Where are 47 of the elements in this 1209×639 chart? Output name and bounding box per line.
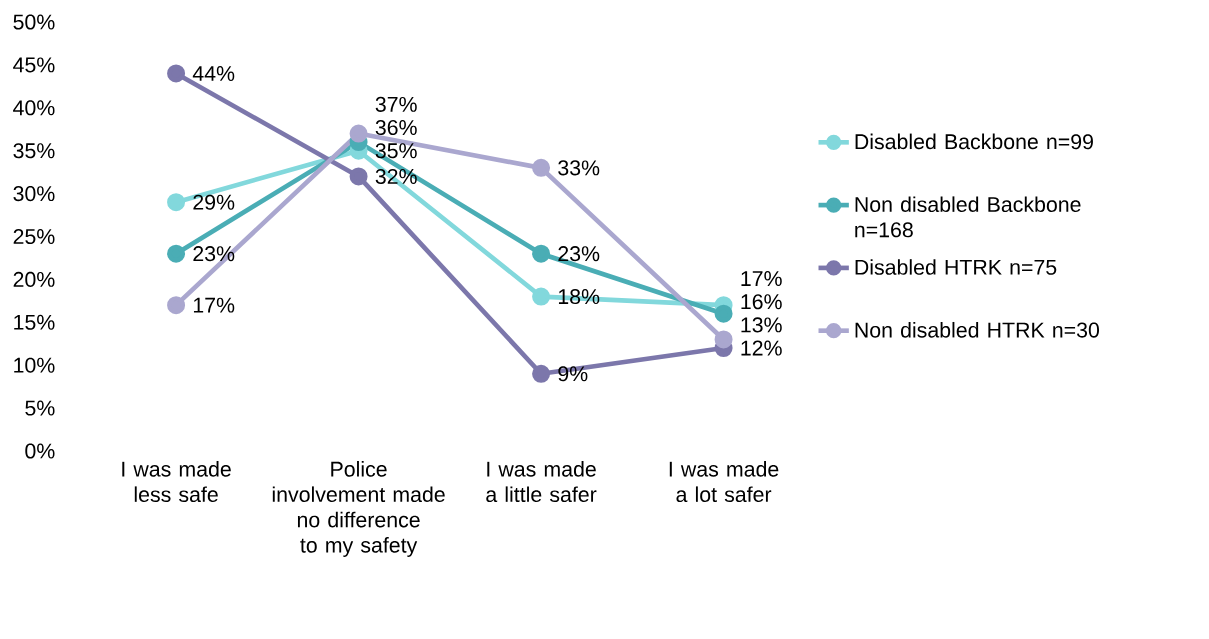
legend-label: Disabled Backbone n=99 [855, 133, 1093, 150]
y-tick-label: 15% [14, 314, 55, 330]
legend-label: Non disabled HTRK n=30 [855, 321, 1100, 338]
data-label: 16% [741, 294, 782, 310]
data-label: 18% [558, 289, 600, 305]
y-tick-label: 35% [13, 143, 55, 159]
data-label: 44% [192, 66, 235, 81]
point [167, 244, 186, 263]
point [532, 287, 551, 306]
data-label: 17% [193, 297, 235, 313]
data-label: 23% [558, 246, 600, 262]
data-label: 9% [558, 366, 588, 382]
point [167, 296, 186, 315]
y-tick-label: 0% [25, 443, 55, 459]
y-tick-label: 45% [13, 57, 55, 73]
x-tick-label: I was made a little safer [486, 461, 597, 503]
legend-label: Non disabled Backbone n=168 [855, 196, 1081, 238]
data-label: 32% [375, 168, 417, 184]
y-tick-label: 40% [13, 100, 55, 116]
point [532, 364, 551, 383]
point [714, 304, 733, 323]
x-tick-label: I was made less safe [122, 461, 231, 503]
x-tick-label: I was made a lot safer [669, 461, 779, 503]
data-label: 33% [558, 160, 600, 176]
data-label: 12% [741, 340, 782, 356]
legend-label: Disabled HTRK n=75 [855, 259, 1057, 275]
data-label: 37% [375, 96, 417, 112]
data-label: 17% [741, 271, 782, 287]
data-label: 29% [193, 194, 235, 210]
y-tick-label: 5% [25, 400, 55, 416]
point [349, 167, 368, 186]
x-tick-label: Police involvement made no difference to my safety [272, 461, 445, 557]
y-tick-label: 30% [13, 186, 55, 202]
point [349, 124, 368, 143]
data-label: 13% [741, 317, 782, 333]
point [167, 193, 186, 212]
point [532, 244, 551, 263]
y-tick-label: 25% [13, 228, 55, 245]
point [714, 330, 733, 349]
point [532, 158, 551, 177]
y-tick-label: 20% [13, 271, 55, 287]
data-label: 23% [193, 246, 235, 262]
data-label: 35% [375, 143, 417, 159]
point [167, 64, 186, 83]
y-tick-label: 50% [13, 14, 55, 30]
data-label: 36% [375, 119, 417, 136]
y-tick-label: 10% [14, 357, 55, 373]
